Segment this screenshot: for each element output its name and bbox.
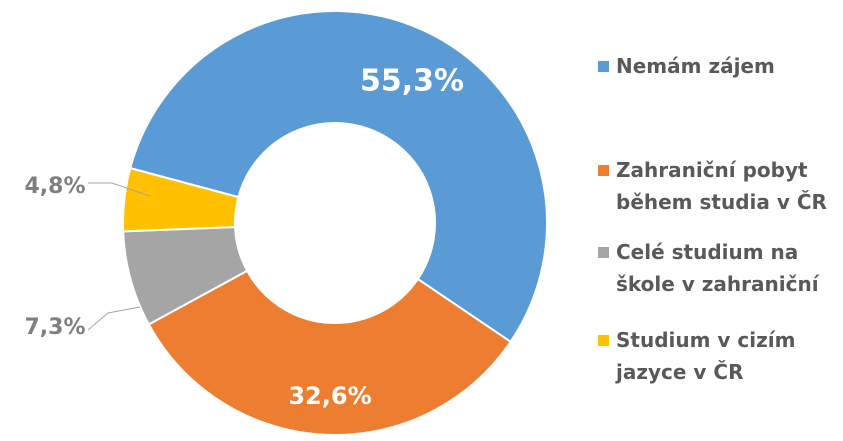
leader-line xyxy=(87,306,141,331)
legend-swatch xyxy=(598,165,609,176)
legend-label: Zahraniční pobyt během studia v ČR xyxy=(616,158,827,214)
legend-swatch xyxy=(598,247,609,258)
legend-label: Celé studium na škole v zahraniční xyxy=(616,240,819,296)
leader-line xyxy=(88,182,151,197)
legend-swatch xyxy=(598,61,609,72)
legend-item: Zahraniční pobyt během studia v ČR xyxy=(598,154,838,218)
legend-item: Celé studium na škole v zahraniční xyxy=(598,236,838,300)
legend-swatch xyxy=(598,335,609,346)
donut-slice xyxy=(147,269,512,436)
data-label: 4,8% xyxy=(24,174,85,199)
data-label: 32,6% xyxy=(288,382,371,410)
legend-label: Nemám zájem xyxy=(616,54,775,78)
data-label: 7,3% xyxy=(24,315,85,340)
legend-label: Studium v cizím jazyce v ČR xyxy=(616,328,796,384)
donut-slice xyxy=(122,166,240,233)
donut-slice xyxy=(128,9,548,344)
legend-item: Nemám zájem xyxy=(598,50,838,82)
legend-item: Studium v cizím jazyce v ČR xyxy=(598,324,838,388)
data-label: 55,3% xyxy=(360,64,464,99)
